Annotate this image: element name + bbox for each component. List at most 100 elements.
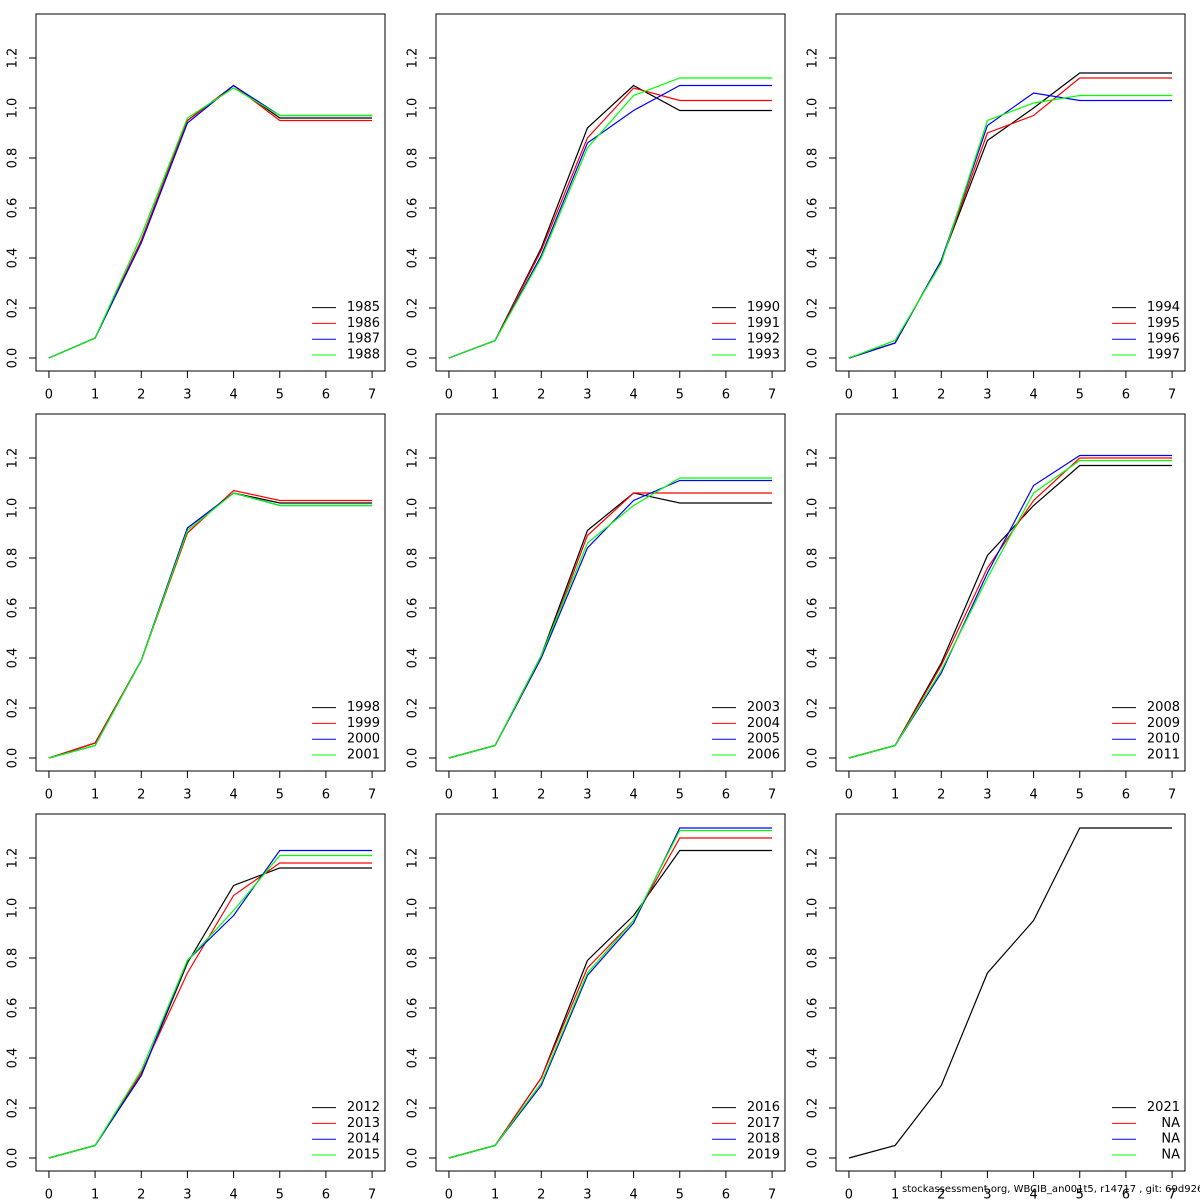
- y-tick-label: 0.2: [806, 698, 821, 719]
- y-tick-label: 0.6: [6, 998, 21, 1019]
- legend-label: 1995: [1147, 316, 1180, 331]
- y-tick-label: 0.8: [406, 548, 421, 569]
- y-tick-label: 0.2: [6, 298, 21, 319]
- series-line: [48, 84, 373, 359]
- y-tick-label: 0.4: [406, 248, 421, 269]
- x-tick-label: 2: [937, 1188, 945, 1200]
- x-tick-label: 4: [229, 1188, 237, 1200]
- y-tick-label: 0.8: [406, 148, 421, 169]
- legend-label: 1997: [1147, 348, 1180, 363]
- legend-label: 2000: [347, 732, 380, 747]
- series-line: [448, 849, 773, 1159]
- plot-frame: [835, 813, 1186, 1172]
- legend-label: 2016: [747, 1100, 780, 1115]
- y-tick-label: 1.0: [806, 498, 821, 519]
- x-tick-label: 1: [491, 788, 499, 803]
- y-tick-label: 0.2: [806, 298, 821, 319]
- y-tick-label: 1.2: [806, 448, 821, 469]
- x-tick-label: 6: [722, 388, 730, 403]
- x-tick-label: 2: [937, 388, 945, 403]
- legend-label: 2014: [347, 1132, 380, 1147]
- x-tick-label: 1: [491, 388, 499, 403]
- legend-label: 2006: [747, 748, 780, 763]
- x-tick-label: 2: [137, 788, 145, 803]
- series-line: [448, 87, 773, 359]
- x-tick-label: 4: [629, 788, 637, 803]
- series-line: [848, 827, 1173, 1159]
- y-tick-label: 1.2: [406, 848, 421, 869]
- x-tick-label: 0: [845, 788, 853, 803]
- y-tick-label: 0.8: [806, 548, 821, 569]
- y-tick-label: 0.0: [406, 748, 421, 769]
- y-tick-label: 0.2: [6, 1098, 21, 1119]
- y-tick-label: 0.8: [6, 148, 21, 169]
- series-line: [48, 867, 373, 1159]
- y-tick-label: 1.0: [406, 898, 421, 919]
- y-tick-label: 0.0: [6, 748, 21, 769]
- x-tick-label: 0: [845, 388, 853, 403]
- legend-label: 1986: [347, 316, 380, 331]
- y-tick-label: 1.0: [6, 898, 21, 919]
- series-line: [848, 77, 1173, 359]
- x-tick-label: 6: [1122, 788, 1130, 803]
- legend-label: 2015: [347, 1148, 380, 1163]
- x-tick-label: 5: [676, 388, 684, 403]
- x-tick-label: 1: [491, 1188, 499, 1200]
- x-tick-label: 2: [537, 388, 545, 403]
- legend-label: 1998: [347, 700, 380, 715]
- y-tick-label: 0.6: [806, 598, 821, 619]
- x-tick-label: 3: [583, 388, 591, 403]
- x-tick-label: 4: [629, 1188, 637, 1200]
- y-tick-label: 1.2: [6, 448, 21, 469]
- series-line: [48, 492, 373, 759]
- plot-frame: [835, 413, 1186, 772]
- legend-label: 2003: [747, 700, 780, 715]
- legend-label: 2021: [1147, 1100, 1180, 1115]
- y-tick-label: 0.8: [806, 148, 821, 169]
- legend-label: 2018: [747, 1132, 780, 1147]
- y-tick-label: 0.6: [806, 998, 821, 1019]
- y-tick-label: 0.6: [806, 198, 821, 219]
- x-tick-label: 7: [768, 1188, 776, 1200]
- y-tick-label: 0.0: [806, 1148, 821, 1169]
- y-tick-label: 0.2: [406, 1098, 421, 1119]
- x-tick-label: 2: [537, 788, 545, 803]
- series-line: [48, 849, 373, 1159]
- x-tick-label: 4: [229, 388, 237, 403]
- x-tick-label: 0: [445, 1188, 453, 1200]
- x-tick-label: 4: [1029, 1188, 1037, 1200]
- series-line: [48, 87, 373, 359]
- series-line: [848, 72, 1173, 359]
- plot-frame: [35, 13, 386, 372]
- legend-label: 1999: [347, 716, 380, 731]
- legend-label: NA: [1161, 1132, 1180, 1147]
- x-tick-label: 0: [45, 1188, 53, 1200]
- y-tick-label: 0.4: [6, 248, 21, 269]
- x-tick-label: 6: [322, 388, 330, 403]
- series-line: [848, 92, 1173, 359]
- legend-label: 2011: [1147, 748, 1180, 763]
- y-tick-label: 0.2: [406, 298, 421, 319]
- x-tick-label: 6: [322, 1188, 330, 1200]
- legend-label: 1987: [347, 332, 380, 347]
- y-tick-label: 1.2: [406, 48, 421, 69]
- legend-label: 2010: [1147, 732, 1180, 747]
- x-tick-label: 2: [137, 1188, 145, 1200]
- plot-frame: [35, 413, 386, 772]
- x-tick-label: 4: [229, 788, 237, 803]
- y-tick-label: 1.2: [806, 48, 821, 69]
- x-tick-label: 7: [1168, 788, 1176, 803]
- y-tick-label: 0.0: [406, 1148, 421, 1169]
- x-tick-label: 4: [1029, 388, 1037, 403]
- x-tick-label: 1: [91, 388, 99, 403]
- legend-label: 1996: [1147, 332, 1180, 347]
- x-tick-label: 6: [722, 788, 730, 803]
- y-tick-label: 0.2: [6, 698, 21, 719]
- x-tick-label: 3: [183, 1188, 191, 1200]
- y-tick-label: 0.0: [6, 1148, 21, 1169]
- x-tick-label: 1: [91, 1188, 99, 1200]
- legend-label: NA: [1161, 1148, 1180, 1163]
- legend-label: 2005: [747, 732, 780, 747]
- x-tick-label: 5: [676, 1188, 684, 1200]
